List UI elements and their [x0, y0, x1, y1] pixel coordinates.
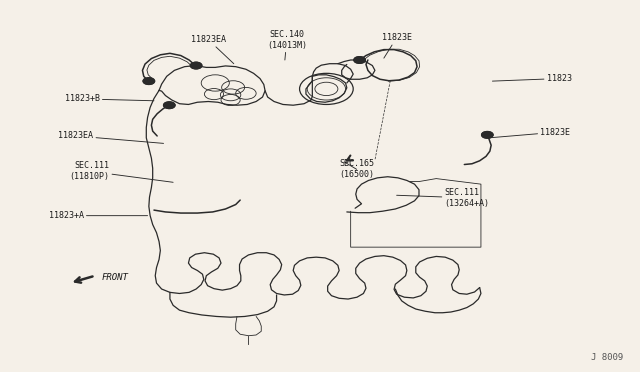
Circle shape: [481, 132, 493, 138]
Circle shape: [164, 102, 175, 109]
Text: 11823: 11823: [492, 74, 572, 83]
Text: 11823E: 11823E: [489, 128, 570, 138]
Text: 11823+B: 11823+B: [65, 94, 154, 103]
Circle shape: [354, 57, 365, 63]
Circle shape: [190, 62, 202, 69]
Text: 11823+A: 11823+A: [49, 211, 148, 220]
Text: J 8009: J 8009: [591, 353, 623, 362]
Text: 11823E: 11823E: [381, 33, 412, 58]
Circle shape: [143, 78, 155, 84]
Text: SEC.165
(16500): SEC.165 (16500): [339, 159, 374, 179]
Text: SEC.111
(11810P): SEC.111 (11810P): [69, 161, 173, 182]
Text: 11823EA: 11823EA: [191, 35, 234, 64]
Text: 11823EA: 11823EA: [58, 131, 164, 143]
Text: SEC.140
(14013M): SEC.140 (14013M): [267, 29, 307, 60]
Text: SEC.111
(13264+A): SEC.111 (13264+A): [397, 188, 490, 208]
Text: FRONT: FRONT: [102, 273, 129, 282]
